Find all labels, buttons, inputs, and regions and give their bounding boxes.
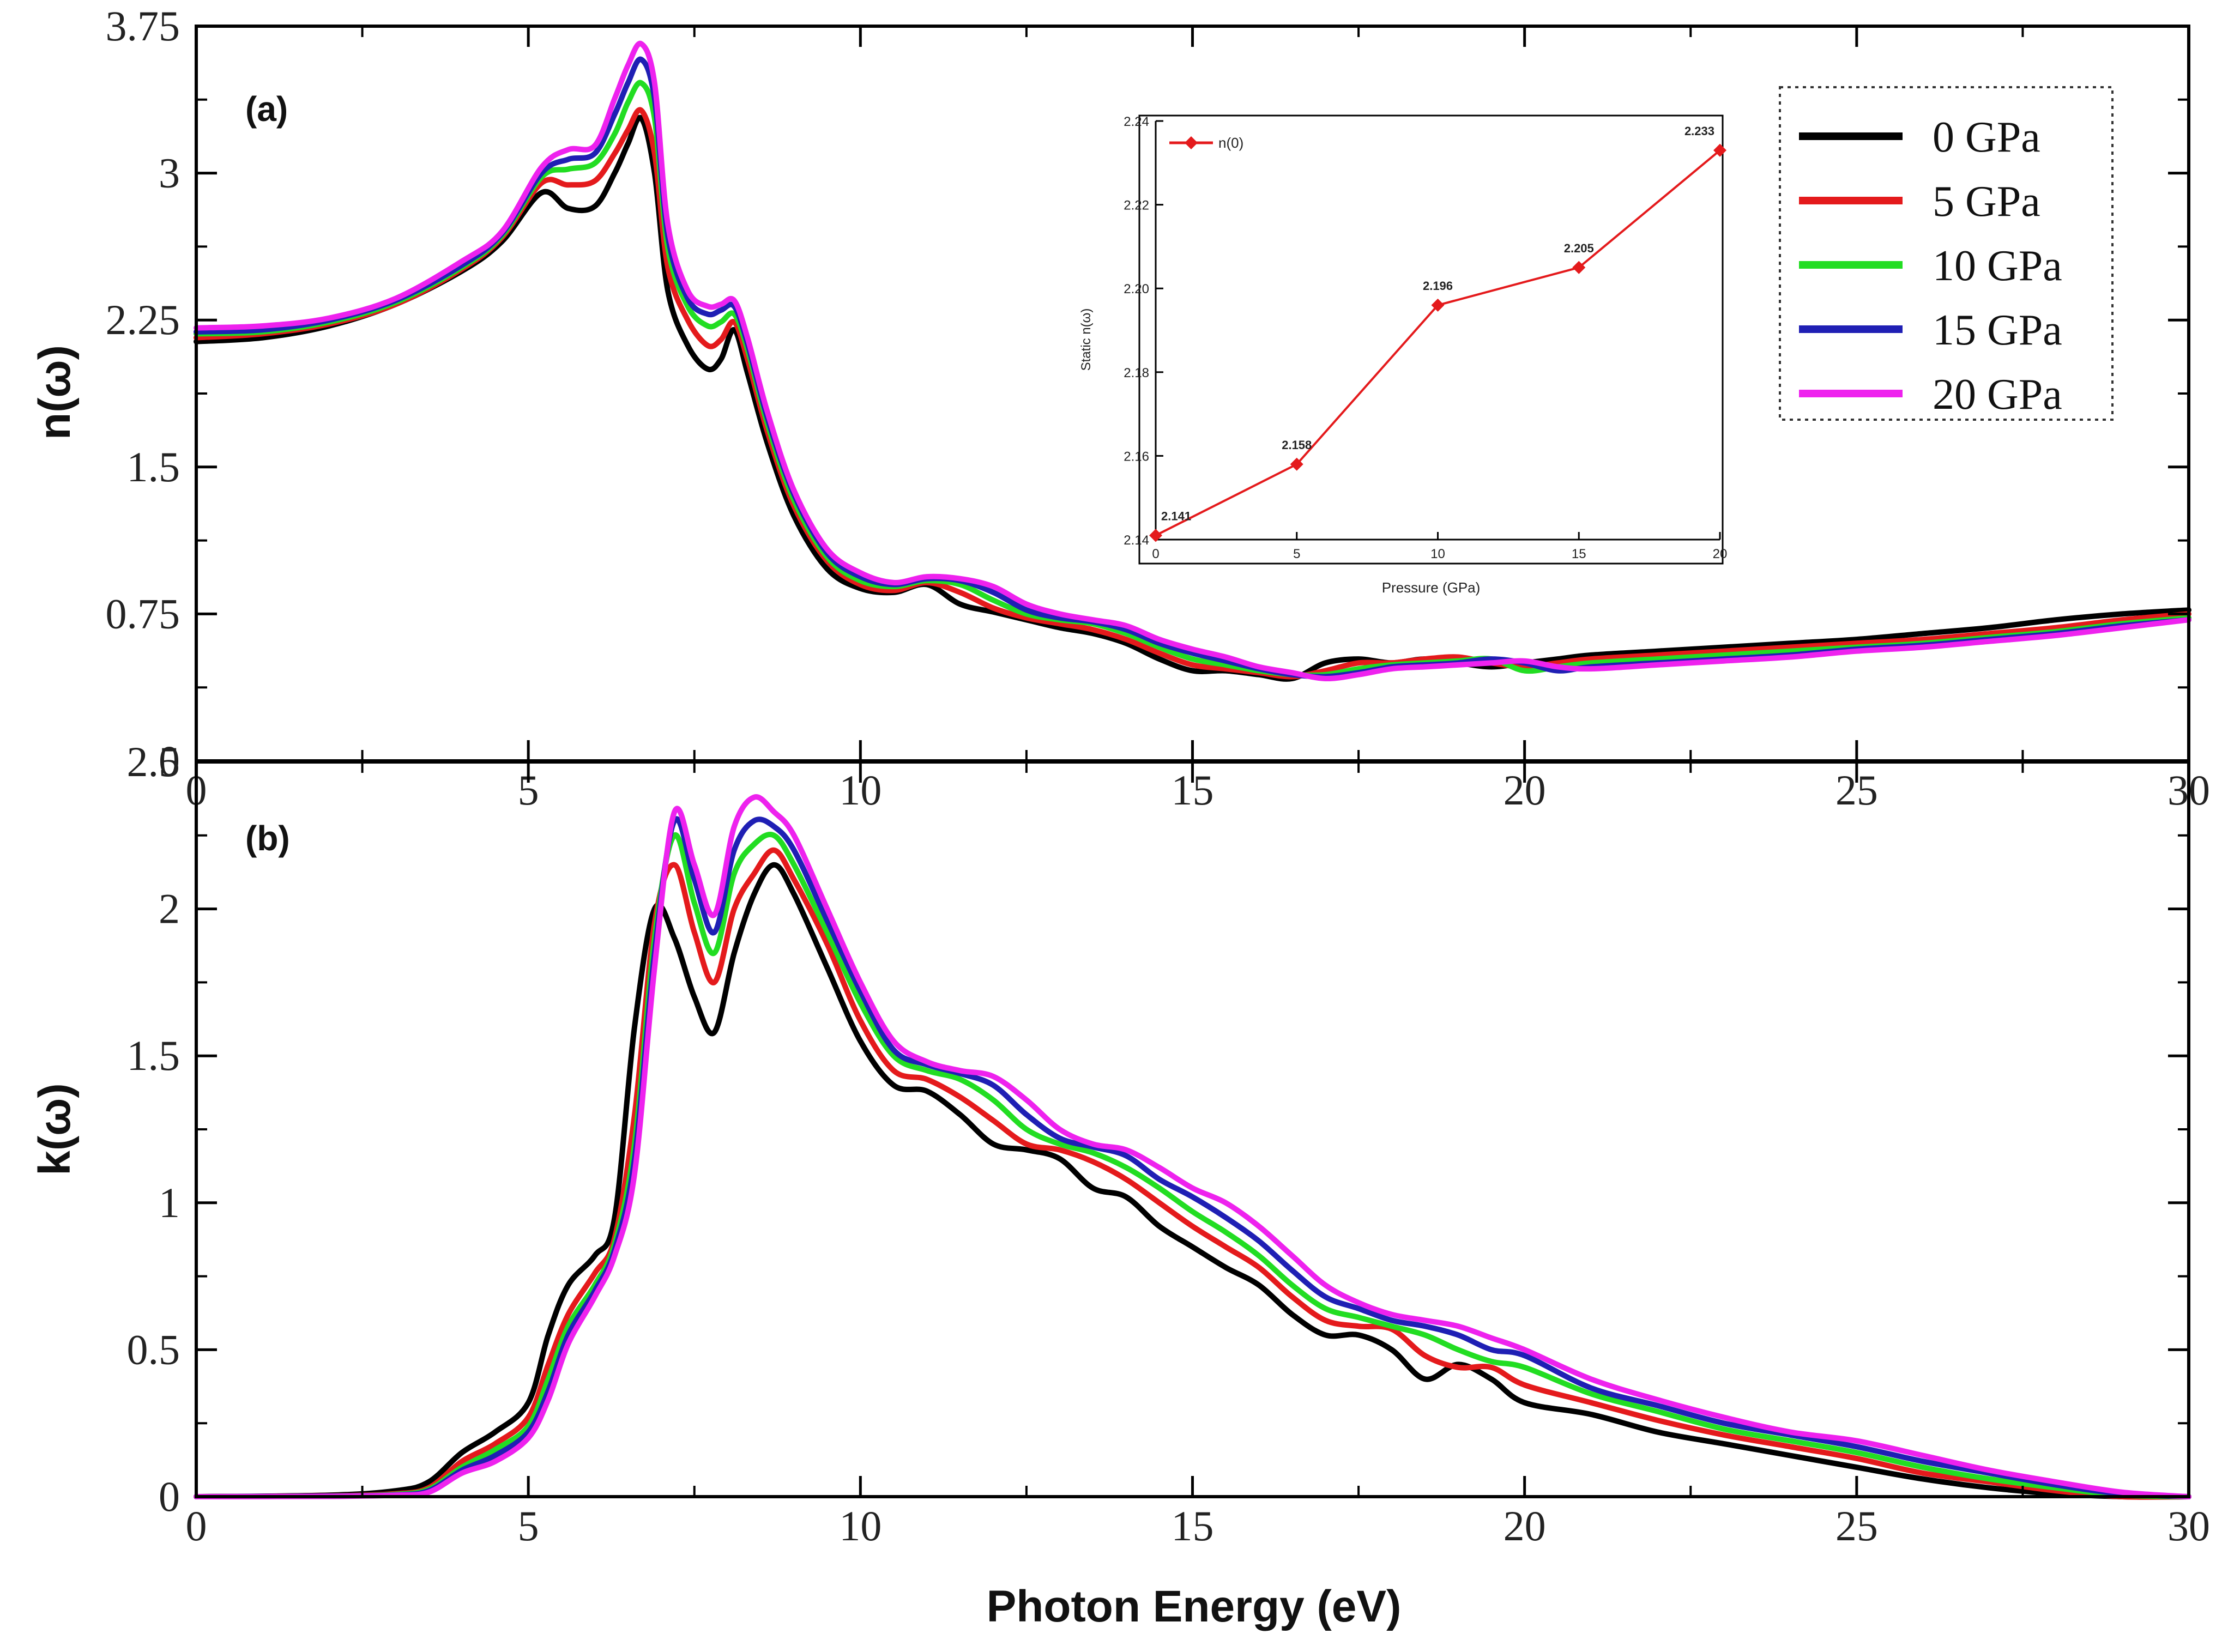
panel-b-ticks: 0 5 10 15 20 25 30 0 0.5 1 1.5 2 2.5	[127, 738, 2211, 1550]
panel-b: 0 5 10 15 20 25 30 0 0.5 1 1.5 2 2.5 (b) k(ω) Photon…	[30, 738, 2210, 1631]
legend-label-5-gpa: 5 GPa	[1933, 178, 2040, 226]
panel-b-xtick-label: 5	[518, 1502, 539, 1550]
panel-b-xtick-label: 10	[839, 1502, 881, 1550]
legend-label-15-gpa: 15 GPa	[1933, 306, 2062, 354]
panel-b-series-group	[194, 794, 2191, 1500]
panel-a-ytick-label: 3	[159, 149, 180, 197]
legend-label-0-gpa: 0 GPa	[1933, 113, 2040, 161]
panel-b-ytick-label: 2.5	[127, 738, 180, 785]
panel-a-series-20-gpa	[194, 40, 2191, 682]
panel-b-ytick-label: 0	[159, 1473, 180, 1520]
panel-a-ytick-label: 0	[159, 737, 180, 784]
panel-a-ytick-label: 1.5	[127, 443, 180, 491]
inset-point-label: 2.196	[1423, 279, 1453, 293]
panel-b-xtick-label: 30	[2167, 1502, 2210, 1550]
inset-point-marker	[1431, 298, 1445, 312]
inset-legend-marker	[1185, 136, 1198, 149]
inset-point-label: 2.233	[1684, 124, 1714, 138]
inset-xtick-label: 15	[1572, 547, 1586, 561]
inset-point-marker	[1149, 529, 1162, 542]
panel-b-series-10-gpa	[194, 832, 2191, 1499]
inset-ytick-label: 2.20	[1124, 282, 1149, 296]
panel-b-xtick-label: 0	[186, 1502, 207, 1550]
panel-b-series-0-gpa	[194, 862, 2191, 1500]
panel-b-ytick-label: 1	[159, 1179, 180, 1226]
legend-items: 0 GPa 5 GPa 10 GPa 15 GPa 20 GPa	[1799, 113, 2062, 419]
panel-b-ytick-label: 0.5	[127, 1326, 180, 1373]
inset-point-marker	[1290, 457, 1303, 471]
panel-a-series-0-gpa	[194, 114, 2191, 682]
inset-xtick-label: 10	[1430, 547, 1445, 561]
panel-a-ytick-label: 0.75	[106, 590, 180, 637]
inset-ytick-label: 2.18	[1124, 366, 1149, 380]
panel-a-label: (a)	[245, 89, 288, 129]
legend-label-20-gpa: 20 GPa	[1933, 371, 2062, 419]
inset-ylabel: Static n(ω)	[1079, 308, 1094, 371]
inset-chart: 0 5 10 15 202.142.162.182.202.222.24 2.1412.…	[1079, 114, 1727, 596]
panel-a-series-5-gpa	[194, 107, 2191, 680]
panel-b-ylabel: k(ω)	[30, 1083, 80, 1176]
inset-xtick-label: 0	[1152, 547, 1159, 561]
panel-a-ylabel: n(ω)	[30, 345, 80, 440]
inset-ytick-label: 2.16	[1124, 449, 1149, 464]
panel-b-ytick-label: 2	[159, 885, 180, 933]
panel-b-xtick-label: 15	[1172, 1502, 1214, 1550]
inset-xtick-label: 5	[1293, 547, 1300, 561]
panel-a-ytick-label: 2.25	[106, 296, 180, 343]
inset-ticks: 0 5 10 15 20 2.14 2.16 2.18 2.20 2.22 2.24	[1124, 114, 1727, 561]
panel-b-label: (b)	[245, 819, 290, 858]
inset-xlabel: Pressure (GPa)	[1382, 579, 1481, 596]
panel-b-series-20-gpa	[194, 794, 2191, 1499]
legend-box	[1779, 86, 2114, 421]
inset-point-label: 2.158	[1282, 438, 1312, 452]
inset-frame	[1138, 114, 1724, 565]
panel-b-xlabel: Photon Energy (eV)	[987, 1582, 1402, 1631]
inset-point-marker	[1572, 261, 1586, 274]
inset-point-label: 2.141	[1161, 509, 1191, 523]
legend: 0 GPa 5 GPa 10 GPa 15 GPa 20 GPa	[1779, 86, 2114, 421]
panel-b-xtick-label: 20	[1504, 1502, 1546, 1550]
panel-a-series-group	[194, 40, 2191, 682]
inset-point-label: 2.205	[1564, 241, 1594, 255]
inset-point-marker	[1713, 143, 1726, 157]
inset-ytick-label: 2.14	[1124, 533, 1149, 548]
inset-series: 2.141 2.158 2.196 2.205 2.233	[1149, 124, 1726, 542]
panel-b-series-5-gpa	[194, 847, 2191, 1500]
panel-b-ytick-label: 1.5	[127, 1032, 180, 1079]
panel-b-series-15-gpa	[194, 816, 2191, 1499]
panel-a-ytick-label: 3.75	[106, 2, 180, 50]
panel-a-series-10-gpa	[194, 80, 2191, 678]
panel-b-xtick-label: 25	[1835, 1502, 1878, 1550]
inset-legend-label: n(0)	[1218, 135, 1243, 151]
inset-ytick-label: 2.22	[1124, 198, 1149, 213]
inset-ytick-label: 2.24	[1124, 114, 1149, 129]
legend-label-10-gpa: 10 GPa	[1933, 242, 2062, 290]
inset-xtick-label: 20	[1713, 547, 1728, 561]
